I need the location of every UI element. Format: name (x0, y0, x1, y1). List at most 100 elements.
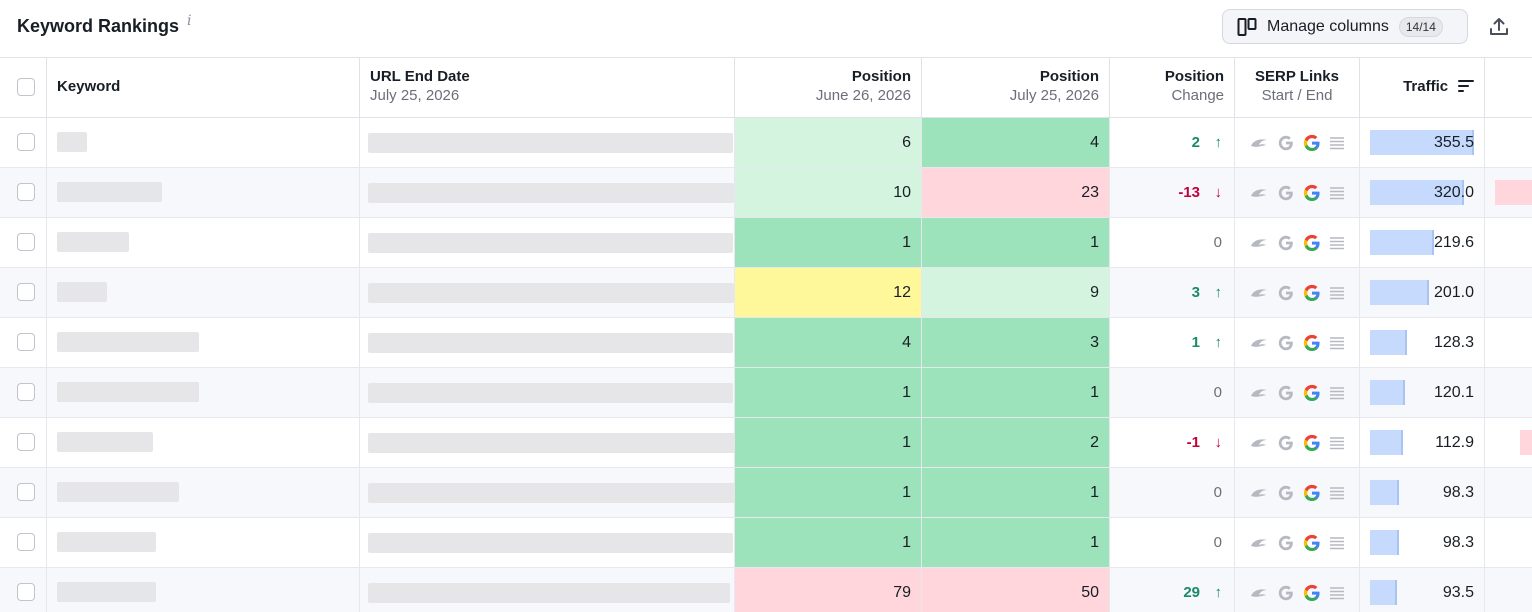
url-cell[interactable] (360, 468, 738, 517)
table-row[interactable]: 1 1 0 219.6 (0, 218, 1532, 268)
bing-icon[interactable] (1249, 185, 1269, 201)
column-position-end[interactable]: Position July 25, 2026 (922, 58, 1110, 118)
url-cell[interactable] (360, 518, 735, 567)
table-row[interactable]: 10 23 -13 ↓ 320.0 (0, 168, 1532, 218)
list-icon[interactable] (1329, 436, 1345, 450)
keyword-cell[interactable] (47, 418, 360, 467)
list-icon[interactable] (1329, 186, 1345, 200)
row-checkbox[interactable] (17, 533, 35, 551)
table-row[interactable]: 1 1 0 120.1 (0, 368, 1532, 418)
url-cell[interactable] (360, 318, 735, 367)
google-start-icon[interactable] (1277, 384, 1295, 402)
url-cell[interactable] (360, 268, 735, 317)
list-icon[interactable] (1329, 336, 1345, 350)
url-cell[interactable] (360, 118, 735, 167)
table-row[interactable]: 4 3 1 ↑ 128.3 (0, 318, 1532, 368)
row-checkbox[interactable] (17, 333, 35, 351)
column-position-change[interactable]: Position Change (1110, 58, 1235, 118)
google-start-icon[interactable] (1277, 534, 1295, 552)
google-end-icon[interactable] (1303, 434, 1321, 452)
bing-icon[interactable] (1249, 335, 1269, 351)
keyword-cell[interactable] (47, 468, 360, 517)
keyword-cell[interactable] (47, 518, 360, 567)
list-icon[interactable] (1329, 386, 1345, 400)
table-row[interactable]: 79 50 29 ↑ 93.5 (0, 568, 1532, 612)
traffic-value: 93.5 (1442, 584, 1474, 601)
row-checkbox[interactable] (17, 483, 35, 501)
google-start-icon[interactable] (1277, 434, 1295, 452)
manage-columns-button[interactable]: Manage columns 14/14 (1222, 9, 1468, 44)
column-keyword[interactable]: Keyword (47, 58, 360, 118)
toolbar: Keyword Rankings i Manage columns 14/14 (0, 0, 1532, 58)
sort-icon[interactable] (1458, 79, 1474, 93)
google-end-icon[interactable] (1303, 384, 1321, 402)
bing-icon[interactable] (1249, 535, 1269, 551)
list-icon[interactable] (1329, 286, 1345, 300)
table-row[interactable]: 1 2 -1 ↓ 112.9 (0, 418, 1532, 468)
bing-icon[interactable] (1249, 485, 1269, 501)
google-end-icon[interactable] (1303, 534, 1321, 552)
row-checkbox[interactable] (17, 383, 35, 401)
select-all-checkbox[interactable] (17, 78, 35, 96)
keyword-cell[interactable] (47, 268, 360, 317)
google-start-icon[interactable] (1277, 484, 1295, 502)
keyword-cell[interactable] (47, 318, 360, 367)
keyword-cell[interactable] (47, 118, 360, 167)
list-icon[interactable] (1329, 236, 1345, 250)
google-end-icon[interactable] (1303, 284, 1321, 302)
url-cell[interactable] (360, 368, 735, 417)
column-position-start[interactable]: Position June 26, 2026 (735, 58, 922, 118)
table-row[interactable]: 1 1 0 98.3 (0, 468, 1532, 518)
list-icon[interactable] (1329, 536, 1345, 550)
column-traffic[interactable]: Traffic (1360, 58, 1485, 118)
google-end-icon[interactable] (1303, 584, 1321, 602)
bing-icon[interactable] (1249, 235, 1269, 251)
bing-icon[interactable] (1249, 585, 1269, 601)
google-end-icon[interactable] (1303, 184, 1321, 202)
url-cell[interactable] (360, 568, 735, 612)
url-cell[interactable] (360, 168, 735, 217)
row-checkbox[interactable] (17, 433, 35, 451)
google-end-icon[interactable] (1303, 134, 1321, 152)
column-url[interactable]: URL End Date July 25, 2026 (360, 58, 735, 118)
position-change-value: -13 (1178, 184, 1200, 201)
info-icon[interactable]: i (187, 13, 192, 29)
table-row[interactable]: 1 1 0 98.3 (0, 518, 1532, 568)
google-start-icon[interactable] (1277, 334, 1295, 352)
row-select-cell (0, 518, 47, 567)
bing-icon[interactable] (1249, 135, 1269, 151)
bing-icon[interactable] (1249, 435, 1269, 451)
google-start-icon[interactable] (1277, 134, 1295, 152)
google-end-icon[interactable] (1303, 334, 1321, 352)
export-icon[interactable] (1487, 15, 1511, 39)
list-icon[interactable] (1329, 486, 1345, 500)
row-checkbox[interactable] (17, 583, 35, 601)
list-icon[interactable] (1329, 586, 1345, 600)
row-checkbox[interactable] (17, 283, 35, 301)
position-start-cell: 1 (735, 218, 922, 267)
row-checkbox[interactable] (17, 233, 35, 251)
bing-icon[interactable] (1249, 385, 1269, 401)
url-cell[interactable] (360, 218, 735, 267)
google-end-icon[interactable] (1303, 234, 1321, 252)
row-checkbox[interactable] (17, 133, 35, 151)
keyword-cell[interactable] (47, 368, 360, 417)
google-start-icon[interactable] (1277, 234, 1295, 252)
google-start-icon[interactable] (1277, 284, 1295, 302)
list-icon[interactable] (1329, 136, 1345, 150)
url-cell[interactable] (360, 418, 735, 467)
google-start-icon[interactable] (1277, 184, 1295, 202)
column-serp-links[interactable]: SERP Links Start / End (1235, 58, 1360, 118)
google-start-icon[interactable] (1277, 584, 1295, 602)
row-checkbox[interactable] (17, 183, 35, 201)
keyword-cell[interactable] (47, 168, 360, 217)
url-placeholder (368, 483, 738, 503)
keyword-cell[interactable] (47, 568, 360, 612)
keyword-cell[interactable] (47, 218, 360, 267)
columns-icon (1237, 17, 1257, 36)
table-row[interactable]: 6 4 2 ↑ 355.5 (0, 118, 1532, 168)
google-end-icon[interactable] (1303, 484, 1321, 502)
bing-icon[interactable] (1249, 285, 1269, 301)
table-row[interactable]: 12 9 3 ↑ 201.0 (0, 268, 1532, 318)
position-end-value: 1 (1090, 234, 1099, 251)
